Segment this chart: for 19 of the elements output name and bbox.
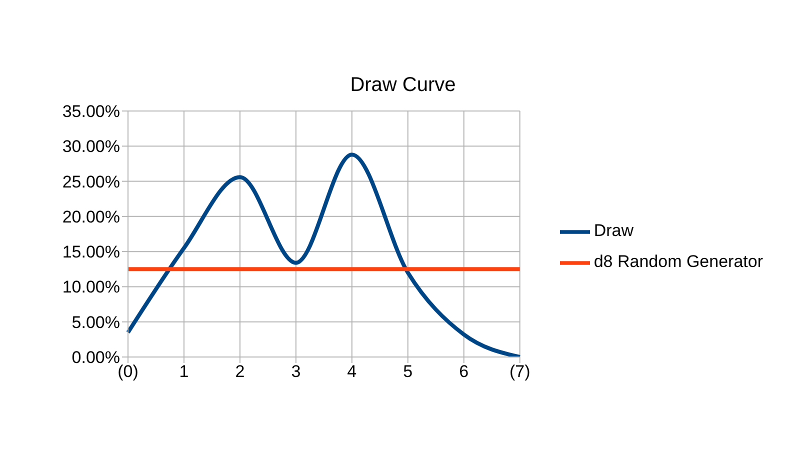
- x-tick-label: 6: [459, 362, 469, 382]
- y-tick-label: 30.00%: [62, 137, 120, 156]
- legend-label: d8 Random Generator: [594, 252, 763, 271]
- y-tick-label: 25.00%: [62, 172, 120, 192]
- chart-title: Draw Curve: [349, 74, 457, 97]
- y-tick-label: 10.00%: [62, 278, 120, 297]
- x-tick-label: 3: [291, 362, 301, 382]
- x-tick-label: 2: [235, 362, 245, 382]
- x-tick-label: 1: [179, 362, 189, 382]
- x-tick-label: (7): [509, 362, 530, 382]
- x-tick-label: 5: [403, 362, 413, 382]
- y-tick-label: 5.00%: [72, 312, 120, 332]
- y-tick-label: 20.00%: [62, 207, 120, 226]
- x-tick-label: 4: [347, 362, 357, 382]
- legend-label: Draw: [594, 221, 634, 240]
- y-tick-label: 15.00%: [62, 242, 120, 262]
- x-tick-label: (0): [118, 362, 138, 382]
- y-tick-label: 35.00%: [62, 102, 120, 122]
- y-tick-label: 0.00%: [72, 348, 120, 368]
